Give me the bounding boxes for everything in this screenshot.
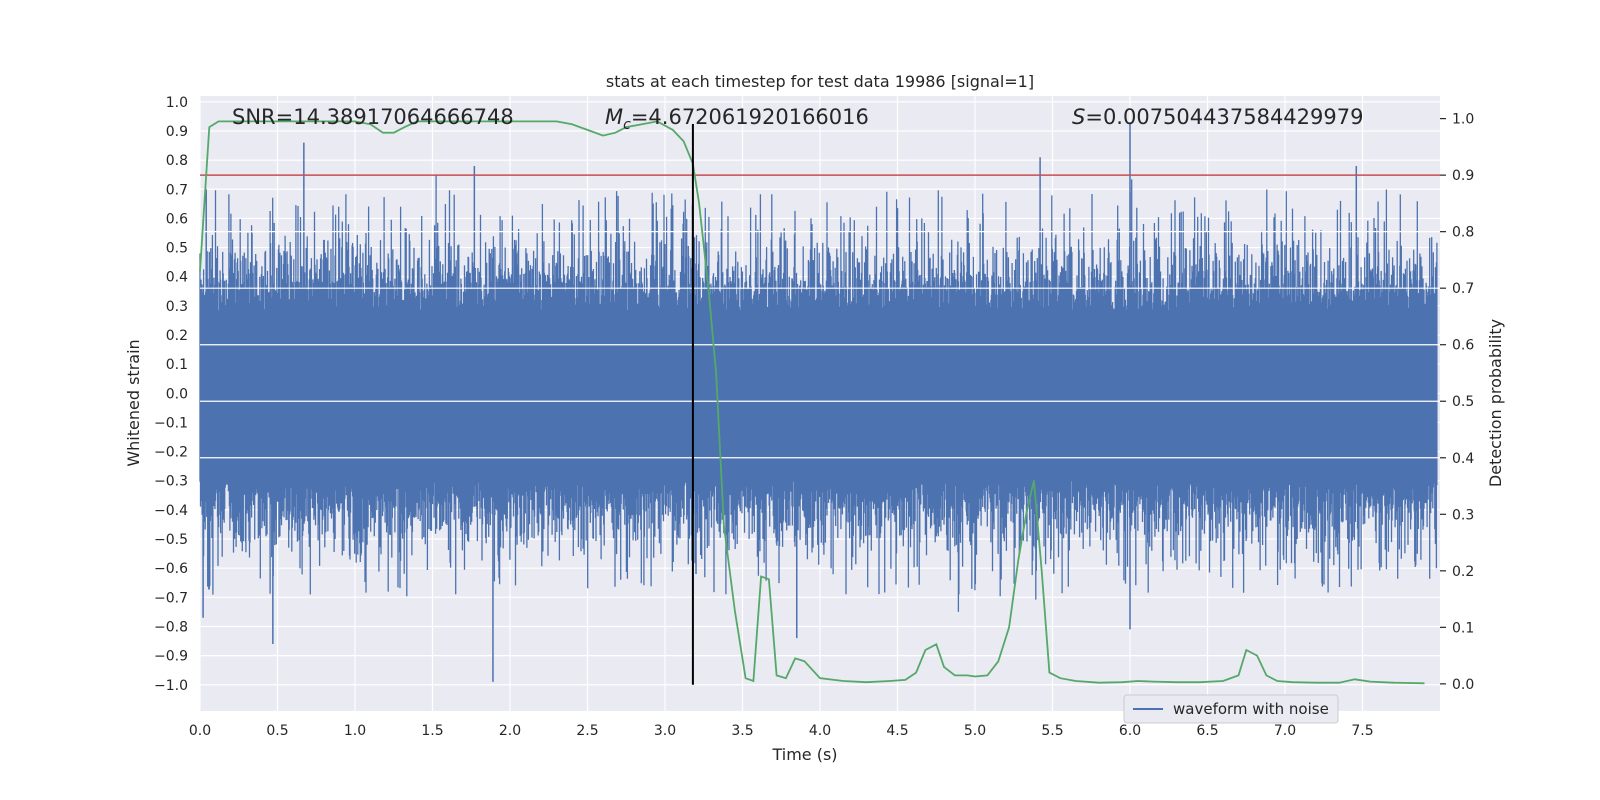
- chart-title: stats at each timestep for test data 199…: [606, 72, 1034, 91]
- y-left-tick-label: 0.9: [166, 124, 188, 140]
- legend-box: [1123, 694, 1339, 724]
- y-right-axis-ticks: 1.0 0.9 0.8 0.7 0.6 0.5 0.4 0.3 0.2 0.1 0.0: [1440, 112, 1474, 693]
- snr-annotation: SNR=14.38917064666748: [232, 105, 514, 129]
- legend-label: waveform with noise: [1173, 700, 1329, 718]
- y-left-tick-label: −0.7: [154, 590, 188, 606]
- y-right-tick-label: 0.9: [1452, 168, 1474, 184]
- y-left-tick-label: −0.3: [154, 474, 188, 490]
- y-left-tick-label: 0.2: [166, 328, 188, 344]
- y-left-tick-label: 0.3: [166, 299, 188, 315]
- y-left-tick-label: 0.4: [166, 270, 188, 286]
- right-axis-grid: [200, 231, 1440, 459]
- x-tick-label: 2.5: [576, 723, 598, 739]
- y-left-tick-label: −0.4: [154, 503, 188, 519]
- y-left-tick-label: −0.5: [154, 532, 188, 548]
- detection-probability-line: [199, 120, 1425, 685]
- y-right-axis-label: Detection probability: [1486, 319, 1505, 487]
- y-left-tick-label: −1.0: [154, 678, 188, 694]
- y-right-tick-label: 1.0: [1452, 112, 1474, 128]
- y-left-axis-ticks: 1.0 0.9 0.8 0.7 0.6 0.5 0.4 0.3 0.2 0.1 0.0 −0.1 −0.…: [154, 95, 188, 694]
- waveform-series: [199, 122, 1438, 682]
- chirp-mass-annotation: Mc=4.672061920166016: [605, 105, 869, 133]
- x-tick-label: 5.5: [1041, 723, 1063, 739]
- x-tick-label: 5.0: [964, 723, 986, 739]
- x-tick-label: 2.0: [499, 723, 521, 739]
- y-right-tick-label: 0.8: [1452, 225, 1474, 241]
- x-tick-label: 7.5: [1351, 723, 1373, 739]
- legend: waveform with noise: [1123, 694, 1339, 724]
- y-right-tick-label: 0.5: [1452, 394, 1474, 410]
- x-tick-label: 4.5: [886, 723, 908, 739]
- y-left-tick-label: 0.7: [166, 182, 188, 198]
- y-right-tick-label: 0.0: [1452, 677, 1474, 693]
- y-right-tick-label: 0.2: [1452, 564, 1474, 580]
- y-left-tick-label: −0.2: [154, 445, 188, 461]
- y-left-tick-label: 0.0: [166, 386, 188, 402]
- y-right-tick-label: 0.4: [1452, 451, 1474, 467]
- x-tick-label: 3.0: [654, 723, 676, 739]
- y-left-tick-label: −0.6: [154, 561, 188, 577]
- y-left-tick-label: 1.0: [166, 95, 188, 111]
- x-tick-label: 7.0: [1274, 723, 1296, 739]
- x-axis-ticks: 0.0 0.5 1.0 1.5 2.0 2.5 3.0 3.5 4.0 4.5 5.0 5.5 6.0 6…: [189, 723, 1374, 739]
- x-tick-label: 1.5: [421, 723, 443, 739]
- x-tick-label: 1.0: [344, 723, 366, 739]
- y-left-tick-label: −0.8: [154, 619, 188, 635]
- y-right-tick-label: 0.7: [1452, 281, 1474, 297]
- x-tick-label: 0.0: [189, 723, 211, 739]
- y-left-tick-label: 0.8: [166, 153, 188, 169]
- y-left-tick-label: 0.5: [166, 241, 188, 257]
- y-left-tick-label: −0.1: [154, 415, 188, 431]
- x-tick-label: 4.0: [809, 723, 831, 739]
- y-left-tick-label: −0.9: [154, 649, 188, 665]
- y-right-tick-label: 0.6: [1452, 338, 1474, 354]
- x-tick-label: 6.5: [1196, 723, 1218, 739]
- x-tick-label: 3.5: [731, 723, 753, 739]
- x-tick-label: 0.5: [266, 723, 288, 739]
- x-axis-label: Time (s): [771, 745, 837, 764]
- y-left-axis-label: Whitened strain: [124, 339, 143, 466]
- y-right-tick-label: 0.3: [1452, 507, 1474, 523]
- y-left-tick-label: 0.6: [166, 211, 188, 227]
- spin-annotation: S=0.007504437584429979: [1072, 105, 1363, 129]
- y-left-tick-label: 0.1: [166, 357, 188, 373]
- y-right-tick-label: 0.1: [1452, 620, 1474, 636]
- x-tick-label: 6.0: [1119, 723, 1141, 739]
